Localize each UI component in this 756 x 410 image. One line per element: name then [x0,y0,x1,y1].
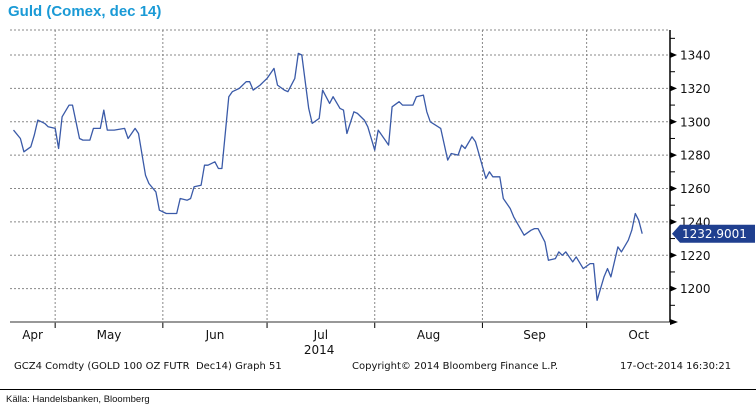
x-tick-label: Jul [313,328,328,342]
y-tick-arrow [670,118,677,125]
y-tick-label: 1220 [680,249,711,263]
x-axis-arrow [670,319,678,325]
y-tick-label: 1280 [680,149,711,163]
copyright-label: Copyright© 2014 Bloomberg Finance L.P. [352,361,559,372]
y-tick-label: 1320 [680,82,711,96]
chart-title: Guld (Comex, dec 14) [8,3,162,20]
x-tick-label: Jun [205,328,225,342]
y-tick-arrow [670,252,677,259]
y-tick-label: 1340 [680,49,711,63]
y-tick-label: 1260 [680,182,711,196]
y-tick-arrow [670,85,677,92]
y-tick-arrow [670,185,677,192]
y-tick-label: 1300 [680,115,711,129]
x-axis-label: 2014 [304,343,335,357]
ticker-label: GCZ4 Comdty (GOLD 100 OZ FUTR Dec14) Gra… [14,361,282,372]
divider [0,389,756,390]
x-tick-label: Sep [523,328,546,342]
last-value-badge [672,224,755,243]
y-tick-arrow [670,152,677,159]
x-tick-label: Oct [628,328,649,342]
x-tick-label: May [97,328,122,342]
y-tick-label: 1200 [680,282,711,296]
gold-price-line [12,52,643,301]
timestamp-label: 17-Oct-2014 16:30:21 [620,361,732,372]
x-tick-label: Aug [417,328,440,342]
source-note: Källa: Handelsbanken, Bloomberg [6,394,150,405]
last-value-label: 1232.9001 [682,227,747,241]
x-tick-label: Apr [22,328,43,342]
y-tick-arrow [670,218,677,225]
y-tick-arrow [670,285,677,292]
y-tick-arrow [670,52,677,59]
